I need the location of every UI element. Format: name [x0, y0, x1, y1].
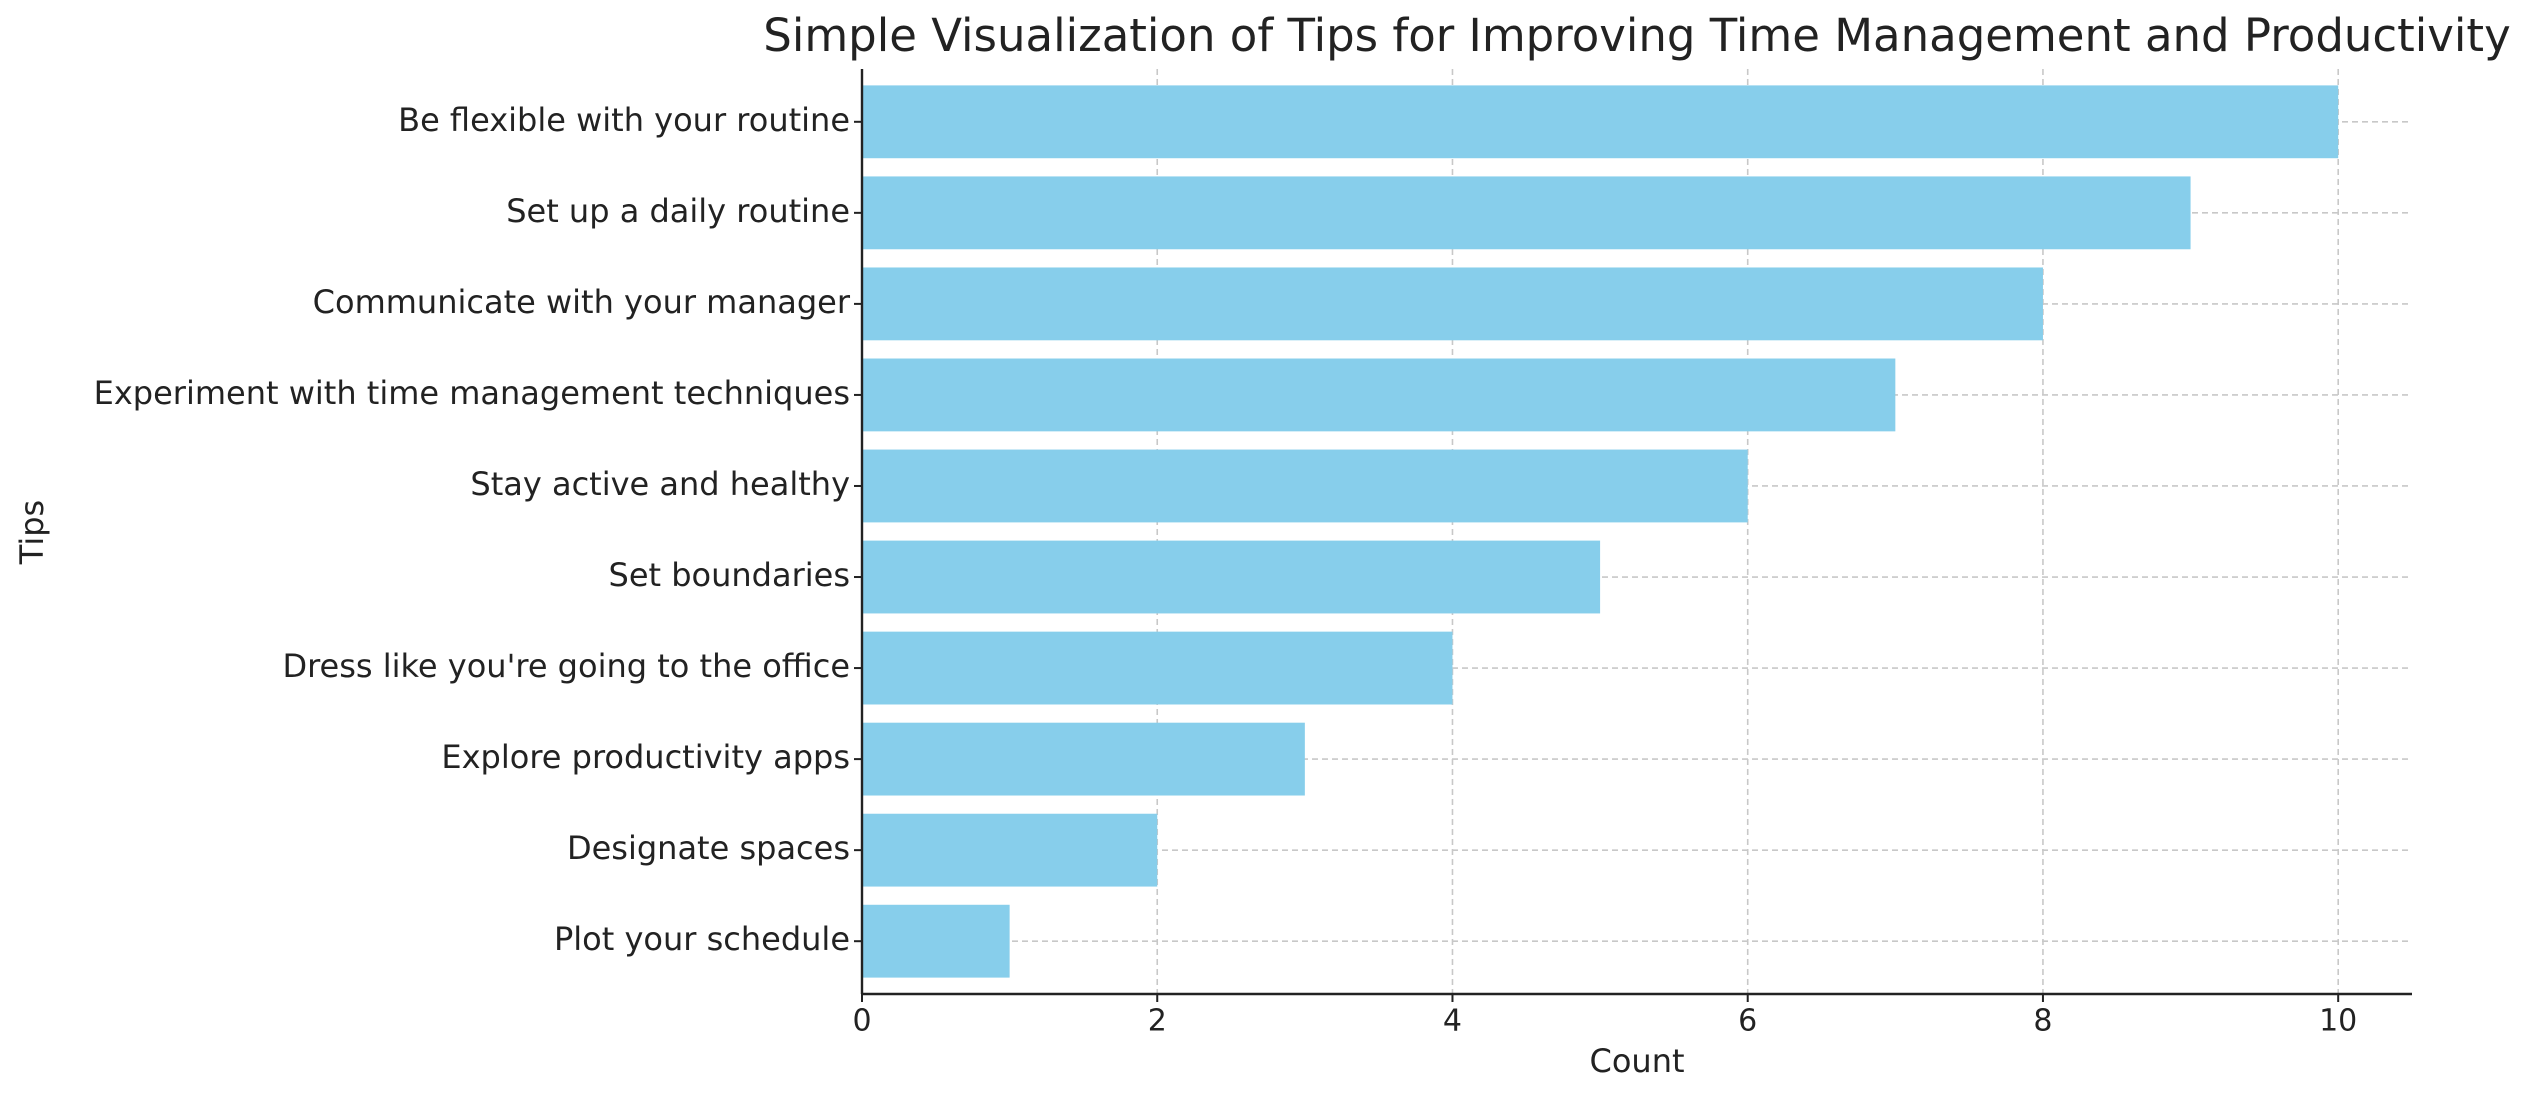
- x-tick-label: 2: [1148, 1004, 1167, 1039]
- bar: [862, 904, 1010, 978]
- x-axis-label: Count: [1589, 1042, 1684, 1080]
- y-tick-label: Plot your schedule: [554, 920, 850, 958]
- bar: [862, 176, 2191, 250]
- x-tick-label: 10: [2319, 1004, 2357, 1039]
- bar: [862, 449, 1748, 523]
- y-tick-label: Dress like you're going to the office: [282, 647, 850, 685]
- y-tick-label: Be flexible with your routine: [398, 101, 850, 139]
- bar: [862, 540, 1601, 614]
- y-tick-label: Explore productivity apps: [441, 738, 850, 776]
- y-tick-label: Communicate with your manager: [313, 283, 851, 321]
- y-tick-label: Experiment with time management techniqu…: [94, 374, 850, 412]
- bar: [862, 85, 2339, 159]
- bar: [862, 358, 1896, 432]
- x-tick-label: 6: [1738, 1004, 1757, 1039]
- y-tick-label: Stay active and healthy: [470, 465, 850, 503]
- x-tick-label: 8: [2033, 1004, 2052, 1039]
- x-tick-label: 0: [852, 1004, 871, 1039]
- x-tick-label: 4: [1443, 1004, 1462, 1039]
- chart-title: Simple Visualization of Tips for Improvi…: [763, 9, 2510, 62]
- y-tick-label: Designate spaces: [567, 829, 850, 867]
- y-tick-label: Set up a daily routine: [506, 192, 850, 230]
- bar: [862, 267, 2043, 341]
- bar: [862, 813, 1158, 887]
- y-axis-label: Tips: [13, 500, 51, 565]
- y-tick-label: Set boundaries: [609, 556, 851, 594]
- bar: [862, 631, 1453, 705]
- bar: [862, 722, 1305, 796]
